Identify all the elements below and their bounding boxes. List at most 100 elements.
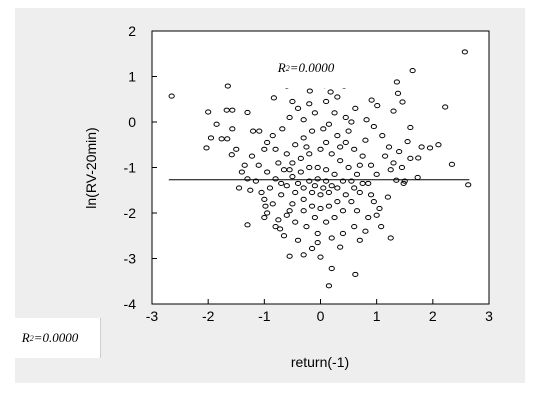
data-point (328, 151, 335, 157)
y-axis-label: ln(RV-20min) (83, 127, 99, 208)
data-point (224, 136, 231, 142)
data-point (368, 97, 375, 103)
data-point (264, 210, 271, 216)
r-squared-symbol: R (277, 60, 286, 75)
data-point (233, 146, 240, 152)
data-point (448, 161, 456, 167)
data-point (308, 189, 316, 196)
r-squared-value: =0.0000 (33, 330, 79, 345)
data-point (325, 189, 333, 196)
data-point (303, 224, 310, 230)
data-point (306, 88, 313, 94)
data-point (337, 144, 344, 150)
data-point (320, 185, 327, 191)
data-point (435, 142, 442, 148)
data-point (311, 110, 318, 116)
data-point (283, 212, 290, 218)
data-point (317, 192, 324, 198)
data-point (320, 126, 327, 132)
data-point (269, 201, 276, 207)
data-point (294, 237, 302, 243)
data-point (390, 108, 397, 114)
data-point (241, 162, 248, 168)
data-point (269, 133, 276, 139)
data-point (272, 146, 279, 152)
data-point (356, 189, 363, 196)
data-point (381, 153, 389, 159)
data-point (294, 180, 302, 187)
r-squared-side-annotation: R 2 =0.0000 (0, 318, 101, 358)
data-point (334, 199, 341, 205)
data-point (359, 153, 366, 159)
data-point (442, 104, 449, 110)
x-tick-label: -3 (146, 308, 159, 324)
data-point (289, 98, 296, 105)
data-point (289, 174, 296, 180)
data-point (378, 224, 385, 230)
data-point (352, 105, 359, 111)
data-point (376, 205, 383, 212)
data-point (275, 160, 282, 166)
data-point (384, 194, 391, 200)
data-point (311, 214, 318, 221)
data-point (323, 98, 330, 105)
data-point (385, 144, 393, 150)
data-point (351, 146, 358, 152)
data-point (365, 214, 372, 221)
data-point (272, 224, 279, 230)
data-point (353, 171, 361, 177)
data-point (345, 128, 352, 134)
data-point (317, 205, 324, 212)
r-squared-value: =0.0000 (289, 60, 335, 75)
data-point (255, 162, 262, 168)
data-point (342, 192, 349, 198)
data-point (339, 208, 347, 214)
scatter-points (168, 49, 472, 289)
data-point (323, 167, 330, 173)
data-point (314, 230, 321, 237)
data-point (426, 145, 434, 151)
data-point (373, 171, 380, 177)
data-point (266, 185, 274, 191)
x-axis-ticks: -3 -2 -1 0 1 2 3 (146, 299, 493, 324)
data-point (323, 178, 330, 184)
data-point (373, 212, 380, 218)
data-point (323, 219, 330, 225)
data-point (261, 214, 268, 221)
data-point (264, 169, 271, 175)
data-point (311, 183, 318, 189)
data-point (250, 128, 257, 134)
data-point (229, 107, 236, 113)
data-point (303, 144, 310, 150)
data-point (370, 123, 377, 130)
data-point (247, 187, 254, 193)
data-point (317, 146, 324, 152)
data-point (292, 142, 299, 148)
data-point (279, 126, 286, 132)
data-point (314, 176, 321, 182)
data-point (286, 167, 293, 173)
y-axis-ticks: -4 -3 -2 -1 0 1 2 (124, 23, 157, 312)
data-point (363, 117, 370, 123)
data-point (297, 169, 304, 175)
x-tick-label: -1 (258, 308, 271, 324)
data-point (334, 185, 341, 191)
data-point (213, 121, 220, 127)
x-tick-label: 0 (317, 308, 325, 324)
data-point (207, 135, 215, 141)
y-tick-label: -4 (124, 296, 137, 312)
data-point (328, 183, 335, 189)
x-tick-label: 3 (485, 308, 493, 324)
data-point (387, 235, 394, 241)
data-point (292, 189, 299, 196)
data-point (351, 185, 358, 191)
data-point (278, 192, 285, 198)
data-point (342, 114, 349, 121)
data-point (308, 245, 316, 252)
y-tick-label: -1 (124, 160, 137, 176)
data-point (356, 162, 363, 168)
data-point (294, 105, 302, 111)
data-point (401, 178, 408, 184)
data-point (374, 103, 381, 109)
data-point (407, 155, 414, 161)
